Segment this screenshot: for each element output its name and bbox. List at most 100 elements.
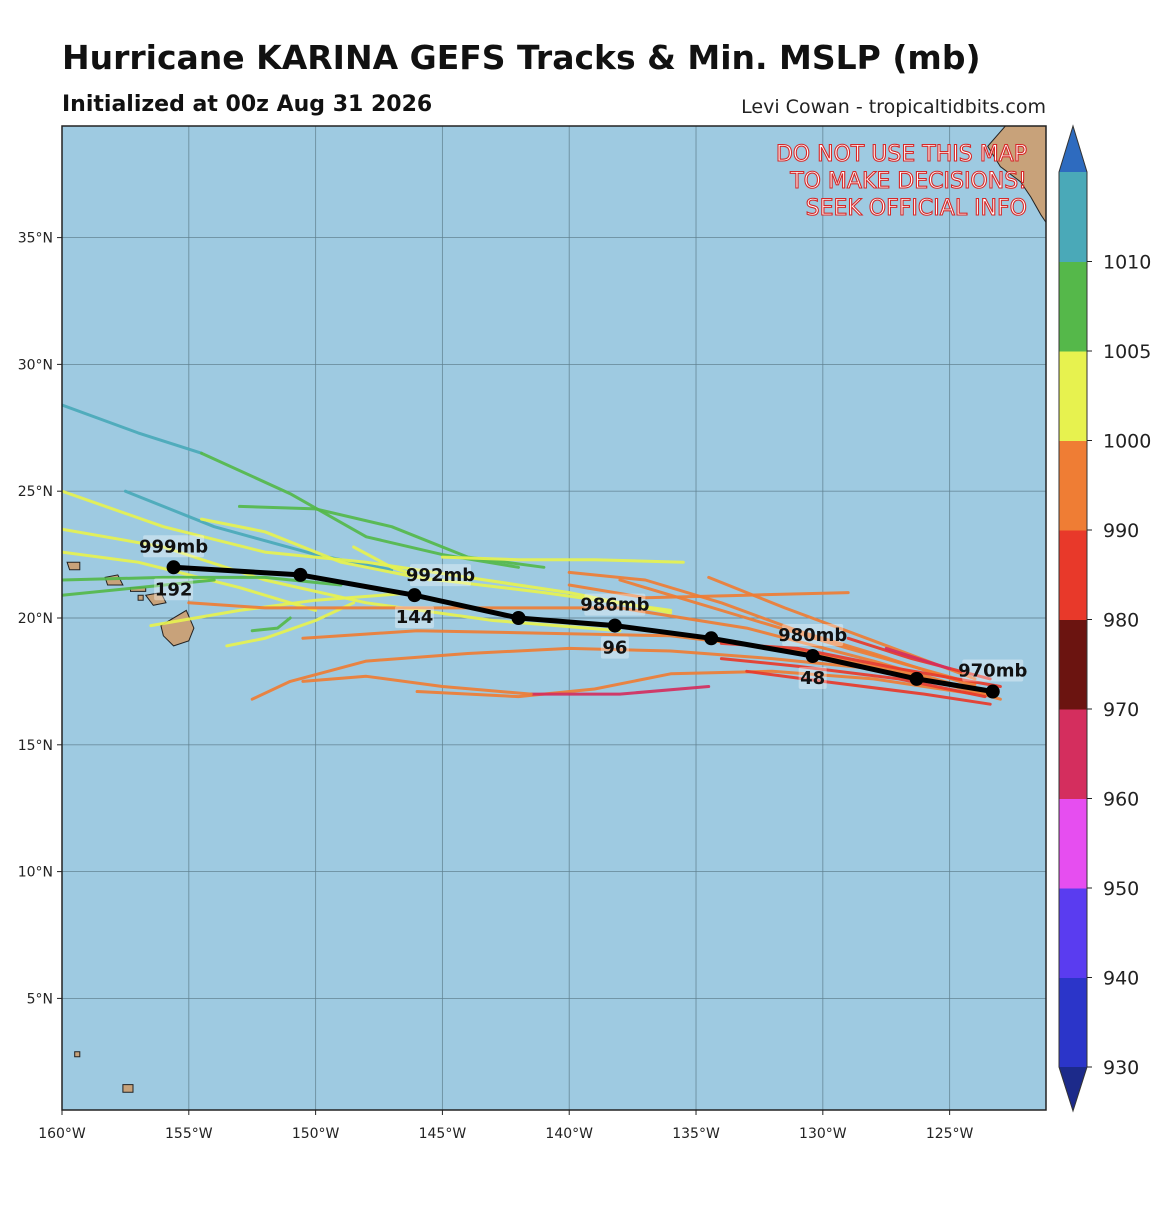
label-box — [600, 636, 629, 659]
colorbar-tick-label: 940 — [1103, 968, 1139, 990]
label-box — [584, 593, 646, 616]
chart-title: Hurricane KARINA GEFS Tracks & Min. MSLP… — [62, 38, 981, 77]
track-point — [985, 684, 1000, 699]
ensemble-member-track — [301, 674, 533, 696]
track-label: 992mb — [406, 565, 475, 586]
ensemble-member-track — [250, 616, 292, 633]
colorbar-tick-label: 980 — [1103, 610, 1139, 632]
colorbar-tick-label: 930 — [1103, 1057, 1139, 1079]
colorbar: 930 940 950 960 970 980 990 1000 1005 1010 — [1058, 124, 1151, 1113]
track-label: 986mb — [580, 595, 649, 616]
track-label: 980mb — [778, 625, 847, 646]
ensemble-member-track — [440, 555, 685, 564]
colorbar-segment — [1059, 440, 1087, 531]
ensemble-member-track — [225, 601, 356, 648]
y-tick-label: 5°N — [27, 991, 53, 1007]
track-point — [805, 649, 820, 664]
track-point — [166, 560, 181, 575]
track-point — [704, 631, 719, 646]
colorbar-tick-label: 1010 — [1103, 252, 1151, 274]
colorbar-tick-label: 950 — [1103, 878, 1139, 900]
ensemble-member-track — [529, 685, 711, 696]
colorbar-segment — [1059, 619, 1087, 710]
label-box — [782, 624, 844, 647]
land-islet-b — [122, 1084, 134, 1093]
ensemble-member-track — [238, 504, 546, 569]
y-tick-label: 30°N — [18, 357, 53, 373]
track-label: 144 — [396, 607, 434, 628]
colorbar-tick-label: 960 — [1103, 789, 1139, 811]
warning-line-2: TO MAKE DECISIONS! — [789, 169, 1027, 194]
axis-layer: 160°W 155°W 150°W 145°W 140°W 135°W 130°W 125°W… — [18, 231, 974, 1142]
track-point — [293, 567, 308, 582]
ensemble-member-track — [250, 646, 977, 701]
ensemble-member-track — [62, 403, 203, 455]
ensemble-member-track — [719, 657, 987, 699]
ensemble-member-track — [200, 517, 673, 612]
colorbar-tick-label: 1000 — [1103, 431, 1151, 453]
colorbar-segment — [1059, 351, 1087, 441]
x-tick-label: 145°W — [419, 1126, 467, 1142]
colorbar-tick-label: 1005 — [1103, 341, 1151, 363]
colorbar-segment — [1059, 709, 1087, 799]
ensemble-member-track — [62, 578, 216, 597]
track-label: 48 — [800, 668, 825, 689]
colorbar-segment — [1059, 888, 1087, 978]
ensemble-member-track — [745, 669, 992, 706]
colorbar-segment — [1059, 977, 1087, 1068]
ensemble-member-track — [567, 583, 850, 600]
track-point — [909, 671, 924, 686]
plot-content: 970mb 980mb 48 986mb 96 992mb 144 999mb 192 — [62, 126, 1046, 1110]
colorbar-tick-label: 990 — [1103, 520, 1139, 542]
track-point — [607, 618, 622, 633]
ensemble-member-track — [884, 646, 952, 671]
ensemble-member-track — [846, 636, 992, 681]
ensemble-member-track — [352, 545, 432, 582]
colorbar-tick-label: 970 — [1103, 699, 1139, 721]
land-islet-a — [74, 1051, 81, 1058]
y-tick-label: 25°N — [18, 484, 53, 500]
x-tick-label: 130°W — [799, 1126, 847, 1142]
ensemble-member-track — [187, 601, 990, 696]
colorbar-segment — [1059, 172, 1087, 262]
ensemble-member-track — [62, 550, 318, 612]
ensemble-member-track — [62, 489, 673, 615]
y-tick-label: 15°N — [18, 738, 53, 754]
x-tick-label: 135°W — [672, 1126, 720, 1142]
label-box — [154, 578, 194, 601]
x-tick-label: 125°W — [926, 1126, 974, 1142]
land-hawaii-maui — [144, 592, 167, 606]
label-box — [410, 564, 472, 587]
track-label: 96 — [602, 638, 627, 659]
warning-text: DO NOT USE THIS MAP TO MAKE DECISIONS! S… — [775, 141, 1027, 221]
label-box — [143, 535, 205, 558]
colorbar-segment — [1059, 530, 1087, 620]
x-tick-label: 140°W — [545, 1126, 593, 1142]
track-point — [511, 611, 526, 625]
label-box — [962, 659, 1024, 682]
y-tick-label: 10°N — [18, 865, 53, 881]
ensemble-member-track — [415, 669, 977, 699]
track-label: 970mb — [958, 661, 1027, 682]
credit-text: Levi Cowan - tropicaltidbits.com — [741, 96, 1046, 118]
colorbar-segment — [1059, 261, 1087, 352]
ensemble-member-track — [618, 578, 977, 686]
ensemble-member-track — [301, 629, 1002, 701]
colorbar-segment — [1059, 798, 1087, 889]
ensemble-member-track — [149, 591, 419, 628]
track-point — [407, 588, 422, 603]
warning-line-1: DO NOT USE THIS MAP — [776, 142, 1027, 167]
y-tick-label: 35°N — [18, 231, 53, 247]
x-tick-label: 155°W — [165, 1126, 213, 1142]
warning-line-3: SEEK OFFICIAL INFO — [806, 196, 1027, 221]
x-tick-label: 160°W — [38, 1126, 86, 1142]
label-box — [798, 667, 827, 690]
land-hawaii-lanai — [137, 594, 144, 601]
y-tick-label: 20°N — [18, 611, 53, 627]
land-california-coast — [987, 126, 1046, 224]
x-tick-label: 150°W — [292, 1126, 340, 1142]
colorbar-extend-low — [1059, 1067, 1087, 1111]
map-layer: 970mb 980mb 48 986mb 96 992mb 144 999mb 192 — [61, 125, 1047, 1111]
colorbar-extend-high — [1059, 126, 1087, 172]
